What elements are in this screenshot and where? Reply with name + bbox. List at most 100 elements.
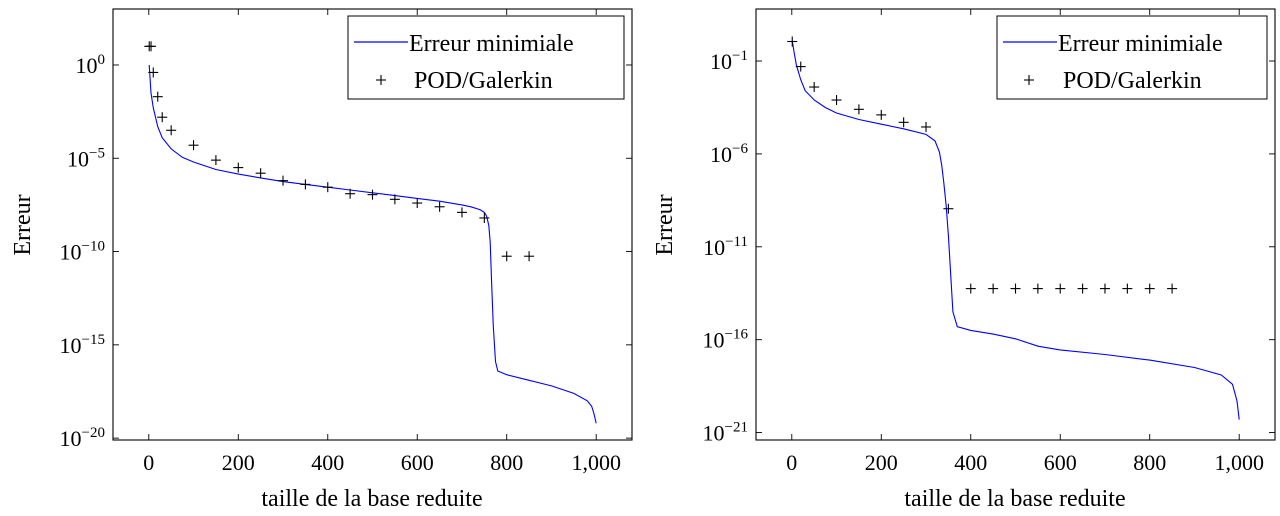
y-tick-labels: 100 10−5 10−10 10−15 10−20: [60, 52, 105, 451]
x-tick-label: 200: [865, 450, 898, 475]
legend: Erreur minimiale POD/Galerkin: [347, 15, 625, 100]
data-point-plus: [1010, 283, 1021, 294]
data-point-plus: [434, 201, 445, 212]
legend-label: Erreur minimiale: [1058, 31, 1223, 57]
series-line-erreur-minimiale: [791, 40, 1240, 420]
data-point-plus: [152, 91, 163, 102]
chart-right: 0 200 400 600 800 1,000 10−1 10−6 10−11 …: [652, 8, 1276, 512]
plot-frame: [755, 8, 1276, 441]
data-point-plus: [921, 121, 932, 132]
y-tick-exponent: −6: [732, 141, 748, 157]
y-tick-exponent: −11: [725, 234, 748, 250]
x-tick-label: 0: [786, 450, 797, 475]
data-point-plus: [831, 95, 842, 106]
series-line-erreur-minimiale: [148, 64, 597, 424]
data-point-plus: [479, 212, 490, 223]
y-tick-label: 100: [76, 52, 106, 78]
y-tick-exponent: −5: [89, 145, 105, 161]
legend: Erreur minimiale POD/Galerkin: [996, 15, 1268, 100]
data-point-plus: [1077, 283, 1088, 294]
data-point-plus: [1099, 283, 1110, 294]
y-tick-base: 10: [76, 53, 98, 78]
data-point-plus: [166, 125, 177, 136]
y-tick-exponent: −1: [732, 48, 748, 64]
x-tick-label: 800: [1133, 450, 1166, 475]
y-axis-label: Erreur: [652, 194, 678, 255]
data-point-plus: [233, 162, 244, 173]
data-point-plus: [255, 168, 266, 179]
data-point-plus: [322, 182, 333, 193]
y-tick-label: 10−21: [703, 420, 748, 446]
data-point-plus: [876, 109, 887, 120]
x-tick-marks: [148, 9, 597, 440]
data-point-plus: [456, 207, 467, 218]
y-tick-exponent: −10: [82, 239, 105, 255]
data-point-plus: [188, 140, 199, 151]
y-tick-exponent: −21: [725, 420, 748, 436]
data-point-plus: [146, 41, 157, 52]
data-point-plus: [787, 36, 798, 47]
y-tick-base: 10: [703, 328, 725, 353]
data-point-plus: [210, 155, 221, 166]
y-tick-labels: 10−1 10−6 10−11 10−16 10−21: [703, 48, 749, 446]
data-point-plus: [524, 251, 535, 262]
y-tick-label: 10−5: [67, 145, 105, 171]
data-point-plus: [501, 251, 512, 262]
data-point-plus: [412, 198, 423, 209]
data-point-plus: [345, 188, 356, 199]
data-point-plus: [943, 203, 954, 214]
x-tick-label: 200: [222, 450, 255, 475]
data-point-plus: [1032, 283, 1043, 294]
data-point-plus: [1122, 283, 1133, 294]
y-tick-base: 10: [60, 426, 82, 451]
data-point-plus: [853, 104, 864, 115]
y-tick-base: 10: [60, 240, 82, 265]
y-tick-label: 10−1: [710, 48, 748, 74]
y-tick-label: 10−15: [60, 332, 105, 358]
y-tick-base: 10: [703, 421, 725, 446]
data-point-plus: [157, 112, 168, 123]
y-tick-label: 10−11: [703, 234, 748, 260]
x-tick-label: 400: [954, 450, 987, 475]
data-point-plus: [809, 82, 820, 93]
data-point-plus: [898, 117, 909, 128]
series-layer: [144, 41, 597, 424]
y-tick-exponent: 0: [98, 52, 106, 68]
x-tick-label: 400: [311, 450, 344, 475]
x-tick-label: 0: [143, 450, 154, 475]
y-tick-label: 10−20: [60, 425, 105, 451]
data-point-plus: [300, 179, 311, 190]
data-point-plus: [278, 175, 289, 186]
x-tick-labels: 0 200 400 600 800 1,000: [786, 450, 1264, 475]
data-point-plus: [1167, 283, 1178, 294]
x-tick-label: 600: [401, 450, 434, 475]
legend-label: Erreur minimiale: [409, 31, 574, 57]
data-point-plus: [1055, 283, 1066, 294]
data-point-plus: [148, 67, 159, 78]
x-tick-label: 600: [1044, 450, 1077, 475]
chart-left: 0 200 400 600 800 1,000 100 10−5 10−10 1…: [10, 8, 633, 512]
x-tick-marks: [791, 9, 1240, 440]
y-axis-label: Erreur: [10, 194, 36, 255]
y-tick-base: 10: [60, 333, 82, 358]
data-point-plus: [965, 283, 976, 294]
x-axis-label: taille de la base reduite: [904, 486, 1125, 512]
y-tick-exponent: −16: [725, 327, 749, 343]
y-tick-exponent: −15: [82, 332, 105, 348]
x-axis-label: taille de la base reduite: [261, 486, 482, 512]
x-tick-label: 800: [490, 450, 523, 475]
series-layer: [787, 36, 1240, 420]
x-tick-label: 1,000: [571, 450, 621, 475]
y-tick-base: 10: [710, 49, 732, 74]
y-tick-exponent: −20: [82, 425, 105, 441]
y-tick-base: 10: [710, 142, 732, 167]
y-tick-base: 10: [67, 146, 89, 171]
y-tick-label: 10−10: [60, 239, 105, 265]
y-tick-label: 10−16: [703, 327, 749, 353]
legend-plus-swatch: [1024, 75, 1034, 85]
legend-label: POD/Galerkin: [414, 68, 553, 94]
legend-plus-swatch: [376, 75, 386, 85]
data-point-plus: [367, 189, 378, 200]
legend-label: POD/Galerkin: [1063, 68, 1202, 94]
